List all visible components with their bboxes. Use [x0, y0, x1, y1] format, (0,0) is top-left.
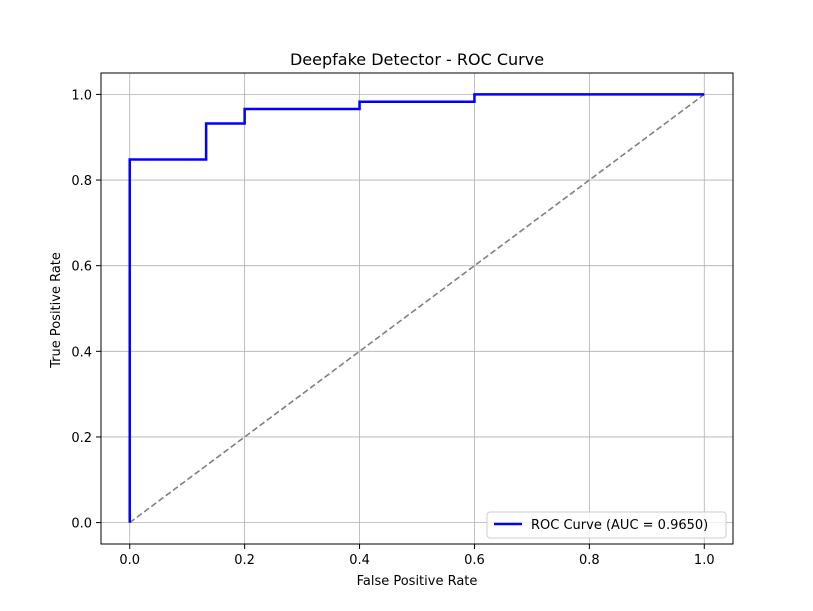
y-tick-label: 0.0 — [71, 517, 92, 532]
legend-box — [486, 511, 727, 539]
x-tick-label: 0.0 — [119, 553, 140, 568]
y-axis-label: True Positive Rate — [49, 252, 64, 369]
chance-diagonal-line — [129, 93, 705, 524]
x-tick-label: 0.6 — [464, 553, 485, 568]
y-tick-label: 1.0 — [71, 88, 92, 103]
x-axis-label: False Positive Rate — [357, 574, 478, 589]
y-tick-label: 0.4 — [71, 345, 92, 360]
x-tick-label: 0.8 — [579, 553, 600, 568]
x-tick-label: 1.0 — [694, 553, 715, 568]
series-layer — [128, 93, 705, 524]
legend-label-roc: ROC Curve (AUC = 0.9650) — [531, 518, 708, 533]
y-tick-label: 0.8 — [71, 174, 92, 189]
x-tick-label: 0.2 — [234, 553, 255, 568]
x-tick-label: 0.4 — [349, 553, 370, 568]
roc-curve-line — [128, 93, 705, 523]
legend: ROC Curve (AUC = 0.9650) — [486, 511, 727, 539]
plot-area-frame — [100, 72, 734, 545]
ticks: 0.0 0.2 0.4 0.6 0.8 1.0 0.0 0.2 0.4 0.6 0.8 1.0 — [71, 88, 714, 568]
grid — [101, 73, 733, 544]
y-tick-label: 0.2 — [71, 431, 92, 446]
y-tick-label: 0.6 — [71, 260, 92, 275]
chart-title: Deepfake Detector - ROC Curve — [290, 50, 544, 69]
